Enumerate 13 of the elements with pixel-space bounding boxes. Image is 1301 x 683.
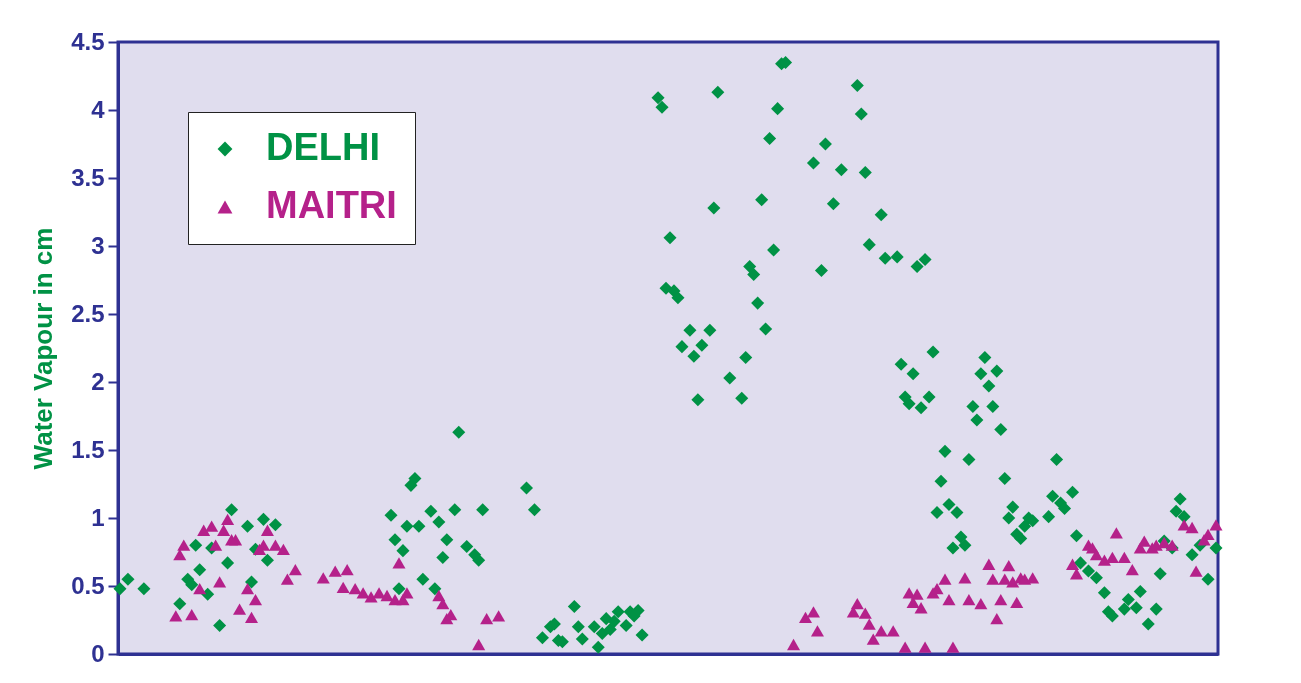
y-tick-label: 4 — [91, 95, 106, 123]
y-tick-label: 4.5 — [71, 27, 105, 55]
legend-label: DELHI — [266, 126, 380, 168]
legend-label: MAITRI — [266, 184, 397, 226]
y-tick-label: 3 — [91, 231, 105, 259]
y-tick-label: 0 — [91, 639, 105, 667]
y-tick-label: 3.5 — [71, 163, 105, 191]
y-tick-label: 2 — [91, 367, 105, 395]
y-tick-label: 0.5 — [71, 571, 105, 599]
y-axis-title: Water Vapour in cm — [28, 227, 59, 470]
y-tick-label: 1 — [91, 503, 105, 531]
y-tick-label: 1.5 — [71, 435, 105, 463]
y-tick-label: 2.5 — [71, 299, 105, 327]
